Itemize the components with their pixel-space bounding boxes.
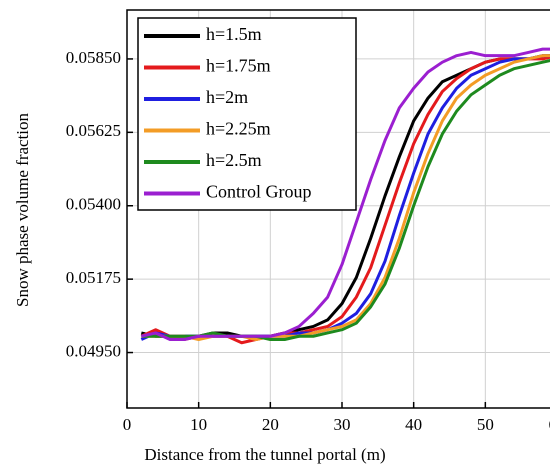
x-tick-label: 0 <box>123 415 132 434</box>
x-tick-label: 40 <box>405 415 422 434</box>
legend-label: h=2.5m <box>206 150 262 170</box>
x-tick-label: 50 <box>477 415 494 434</box>
y-tick-label: 0.05850 <box>66 48 121 67</box>
x-axis-label: Distance from the tunnel portal (m) <box>144 445 385 464</box>
y-tick-label: 0.05625 <box>66 121 121 140</box>
y-tick-label: 0.04950 <box>66 341 121 360</box>
legend-label: Control Group <box>206 182 312 202</box>
y-axis-label: Snow phase volume fraction <box>13 112 32 307</box>
legend-label: h=2.25m <box>206 119 271 139</box>
series-line <box>141 58 550 341</box>
series-line <box>141 47 550 341</box>
y-tick-label: 0.05400 <box>66 195 121 214</box>
legend-box <box>137 17 357 211</box>
x-tick-label: 10 <box>190 415 207 434</box>
legend-label: h=2m <box>206 87 248 107</box>
plot-frame <box>126 9 550 409</box>
x-tick-label: 30 <box>334 415 351 434</box>
x-tick-label: 60 <box>549 415 550 434</box>
legend-label: h=1.75m <box>206 56 271 76</box>
y-tick-label: 0.05175 <box>66 268 121 287</box>
x-tick-label: 20 <box>262 415 279 434</box>
legend-label: h=1.5m <box>206 24 262 44</box>
